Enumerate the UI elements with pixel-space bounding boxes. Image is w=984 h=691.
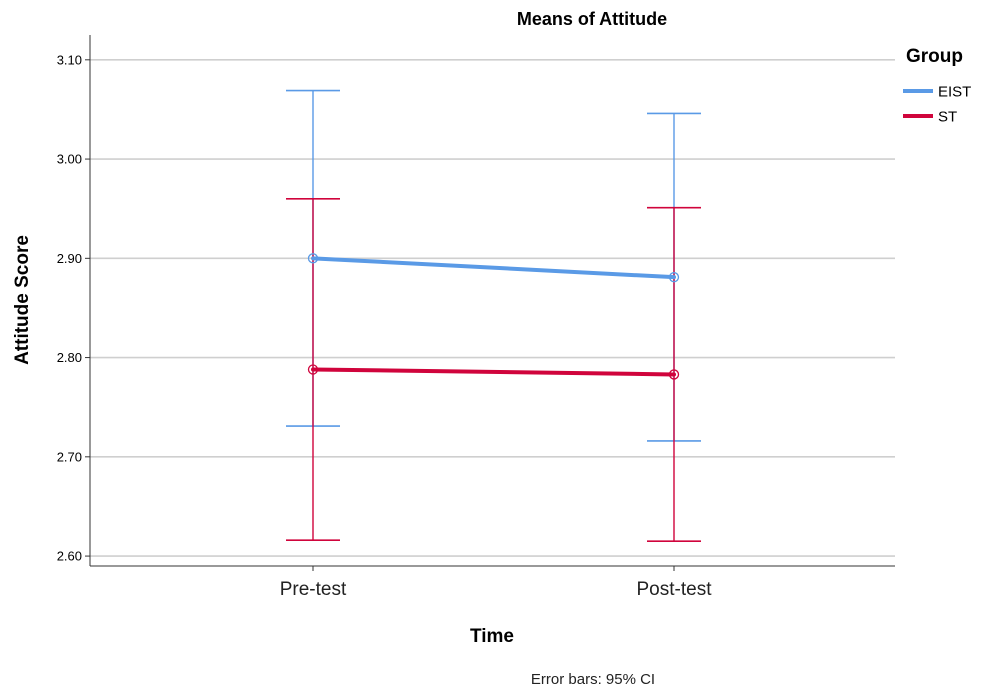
legend: EIST ST — [903, 84, 971, 126]
y-axis-title: Attitude Score — [12, 235, 33, 365]
y-tick-label: 3.10 — [57, 52, 82, 67]
footnote: Error bars: 95% CI — [531, 671, 655, 688]
y-tick-label: 2.70 — [57, 449, 82, 464]
legend-label: EIST — [938, 84, 971, 101]
gridlines — [90, 59, 895, 557]
data-point — [668, 369, 680, 380]
data-point — [668, 272, 680, 283]
legend-label: ST — [938, 109, 957, 126]
y-tick-label: 2.90 — [57, 251, 82, 266]
chart-title: Means of Attitude — [517, 9, 667, 29]
y-axis-ticks: 2.60 2.70 2.80 2.90 3.00 3.10 — [57, 52, 90, 564]
error-bars — [286, 89, 701, 542]
series-lines — [307, 253, 680, 380]
x-tick-label: Post-test — [637, 579, 713, 600]
data-point — [307, 253, 319, 264]
legend-title: Group — [906, 46, 963, 67]
series-line-st — [311, 367, 676, 377]
y-tick-label: 3.00 — [57, 152, 82, 167]
y-tick-label: 2.80 — [57, 350, 82, 365]
x-axis-ticks: Pre-test Post-test — [280, 566, 712, 600]
x-tick-label: Pre-test — [280, 579, 347, 600]
series-line-eist — [311, 256, 676, 280]
y-tick-label: 2.60 — [57, 549, 82, 564]
x-axis-title: Time — [470, 626, 514, 647]
data-point — [307, 364, 319, 375]
